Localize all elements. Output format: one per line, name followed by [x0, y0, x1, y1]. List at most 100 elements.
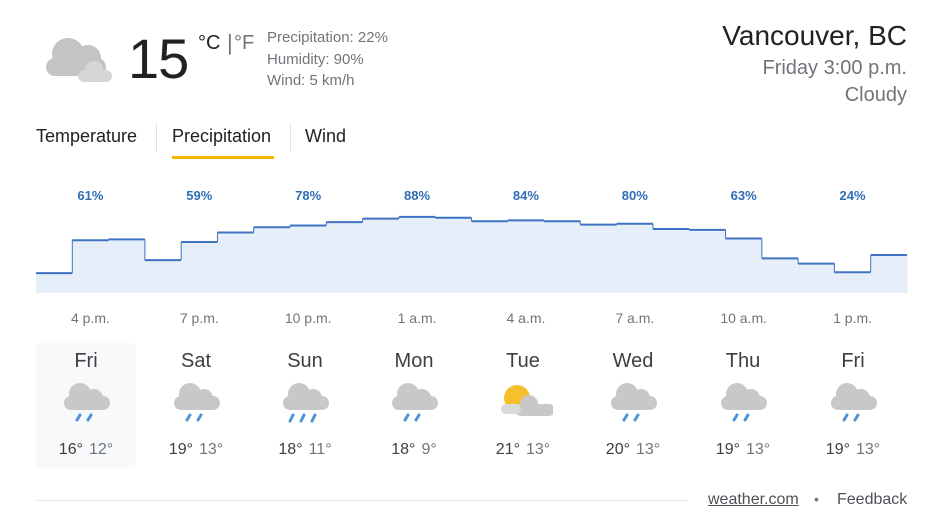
precip-area	[834, 272, 872, 293]
high: 18°	[278, 441, 303, 458]
high: 19°	[715, 441, 740, 458]
low: 13°	[636, 441, 661, 458]
precip-area	[36, 273, 73, 293]
low: 13°	[856, 441, 881, 458]
day-name: Mon	[394, 350, 434, 372]
low: 9°	[421, 441, 437, 458]
day-temps: 21° 13°	[473, 441, 573, 459]
tab-divider	[156, 124, 157, 152]
x-tick-label: 7 p.m.	[180, 310, 219, 326]
day-name: Sun	[287, 350, 323, 372]
high: 18°	[391, 441, 416, 458]
day-icon	[611, 383, 657, 422]
value-label: 84%	[513, 188, 539, 203]
day-card[interactable]: Sun 18° 11°	[255, 343, 355, 468]
low: 13°	[526, 441, 551, 458]
day-card[interactable]: Fri 16° 12°	[36, 343, 136, 468]
humidity: Humidity: 90%	[267, 51, 364, 68]
precip-area	[725, 238, 763, 293]
tab[interactable]: Precipitation	[172, 126, 272, 146]
day-card[interactable]: Wed 20° 13°	[583, 343, 683, 468]
tab-underline	[172, 156, 274, 159]
precip-area	[652, 228, 690, 293]
current-temperature: 15	[128, 27, 189, 90]
precip-area	[544, 221, 581, 293]
unit-celsius[interactable]: °C	[198, 32, 221, 54]
tab-divider	[290, 124, 291, 152]
precip-area	[181, 241, 218, 293]
day-icon	[392, 383, 438, 422]
value-label: 88%	[404, 188, 430, 203]
precip-area	[471, 221, 509, 293]
day-name: Sat	[180, 350, 212, 372]
day-temps: 19° 13°	[693, 441, 793, 459]
tab[interactable]: Wind	[305, 126, 347, 146]
x-tick-label: 1 a.m.	[398, 310, 437, 326]
day-card[interactable]: Sat 19° 13°	[146, 343, 246, 468]
precipitation: Precipitation: 22%	[267, 29, 388, 46]
day-name: Tue	[506, 350, 540, 372]
precip-area	[435, 217, 472, 293]
precip-area	[290, 225, 327, 293]
low: 13°	[199, 441, 224, 458]
day-icon	[721, 383, 767, 422]
value-label: 61%	[77, 188, 103, 203]
value-label: 59%	[186, 188, 212, 203]
day-icon	[501, 385, 553, 416]
day-icon	[831, 383, 877, 422]
high: 16°	[58, 441, 83, 458]
day-icon	[174, 383, 220, 422]
precip-area	[507, 220, 545, 293]
x-tick-label: 7 a.m.	[615, 310, 654, 326]
precip-area	[580, 224, 618, 293]
high: 21°	[495, 441, 520, 458]
footer-separator: •	[814, 491, 819, 507]
value-label: 78%	[295, 188, 321, 203]
day-temps: 16° 12°	[36, 441, 136, 459]
x-tick-label: 1 p.m.	[833, 310, 872, 326]
low: 12°	[89, 441, 114, 458]
day-card[interactable]: Tue 21° 13°	[473, 343, 573, 468]
precip-area	[398, 216, 436, 293]
value-label: 80%	[622, 188, 648, 203]
day-card[interactable]: Thu 19° 13°	[693, 343, 793, 468]
x-tick-label: 4 a.m.	[506, 310, 545, 326]
precip-area	[798, 263, 835, 293]
x-tick-label: 10 a.m.	[720, 310, 767, 326]
day-name: Thu	[725, 350, 761, 372]
high: 19°	[168, 441, 193, 458]
precip-area	[144, 260, 182, 293]
condition: Cloudy	[844, 84, 907, 106]
time: Friday 3:00 p.m.	[762, 57, 907, 79]
day-name: Fri	[74, 350, 98, 372]
low: 11°	[308, 441, 332, 458]
day-temps: 20° 13°	[583, 441, 683, 459]
day-card[interactable]: Fri 19° 13°	[803, 343, 903, 468]
city: Vancouver, BC	[722, 20, 907, 51]
wind: Wind: 5 km/h	[267, 72, 355, 89]
precipitation-chart: 61% 4 p.m. 59% 7 p.m. 78% 10 p.m. 88% 1 a.m. 84%…	[36, 188, 908, 326]
day-temps: 19° 13°	[803, 441, 903, 459]
low: 13°	[746, 441, 771, 458]
high: 20°	[605, 441, 630, 458]
source-link[interactable]: weather.com	[708, 491, 799, 508]
precip-area	[326, 222, 364, 293]
day-icon	[283, 383, 329, 423]
precip-area	[72, 240, 110, 293]
feedback-link[interactable]: Feedback	[837, 491, 908, 508]
day-name: Fri	[841, 350, 865, 372]
precip-area	[253, 227, 291, 293]
day-card[interactable]: Mon 18° 9°	[364, 343, 464, 468]
day-temps: 18° 9°	[364, 441, 464, 459]
precip-area	[616, 223, 654, 293]
unit-fahrenheit[interactable]: °F	[234, 32, 255, 54]
precip-area	[761, 258, 799, 293]
high: 19°	[825, 441, 850, 458]
unit-separator: |	[227, 30, 233, 55]
precip-area	[362, 218, 400, 293]
day-temps: 19° 13°	[146, 441, 246, 459]
precip-area	[217, 232, 255, 293]
day-temps: 18° 11°	[255, 441, 355, 459]
tab[interactable]: Temperature	[36, 126, 138, 146]
